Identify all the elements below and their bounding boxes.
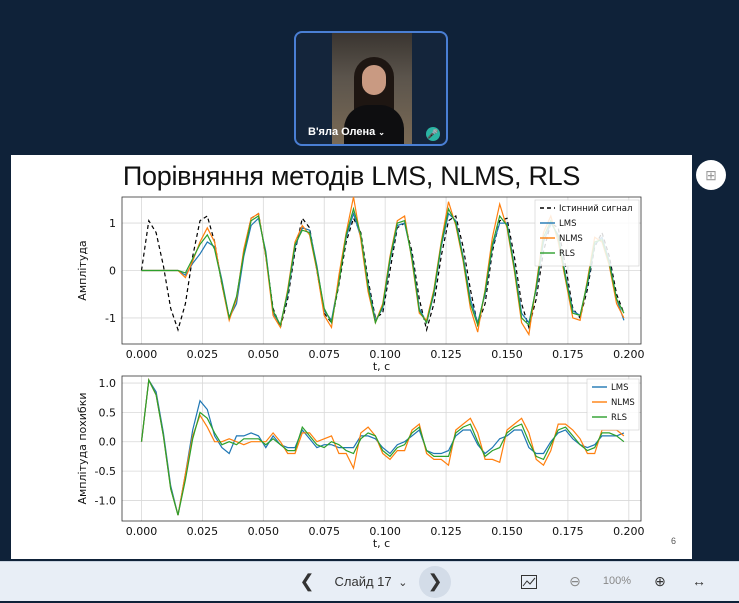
x-tick-label: 0.200 bbox=[613, 525, 645, 538]
legend-label: NLMS bbox=[611, 398, 635, 408]
y-tick-label: 1.0 bbox=[99, 377, 117, 390]
plot-frame bbox=[121, 196, 642, 345]
fit-width-button[interactable]: ↔ bbox=[692, 573, 706, 589]
plot-frame bbox=[121, 375, 642, 522]
legend-label: LMS bbox=[611, 383, 628, 393]
y-tick-label: 1 bbox=[109, 217, 116, 230]
series-line-RLS bbox=[140, 378, 625, 516]
y-tick-label: -1 bbox=[105, 312, 116, 325]
slide-indicator-dropdown[interactable]: Слайд 17 ⌄ bbox=[330, 562, 412, 601]
x-tick-label: 0.000 bbox=[126, 348, 158, 361]
legend-label: RLS bbox=[611, 413, 627, 423]
y-tick-label: 0 bbox=[109, 265, 116, 278]
participant-name-label[interactable]: В'яла Олена ⌄ bbox=[308, 126, 385, 138]
grid-plus-icon[interactable]: ⊞ bbox=[696, 160, 726, 190]
x-tick-label: 0.025 bbox=[187, 525, 219, 538]
mic-icon: 🎤 bbox=[426, 127, 440, 141]
x-tick-label: 0.075 bbox=[308, 525, 340, 538]
x-tick-label: 0.125 bbox=[430, 348, 462, 361]
legend-label: RLS bbox=[559, 249, 575, 259]
legend-box bbox=[534, 199, 640, 267]
signal-chart: 0.000 0.025 0.050 0.075 0.100 0.125 0.150 0.175… bbox=[76, 196, 645, 550]
y-tick-label: -1.0 bbox=[95, 494, 116, 507]
x-tick-label: 0.175 bbox=[552, 348, 584, 361]
participant-name: В'яла Олена bbox=[308, 126, 376, 138]
x-tick-label: 0.150 bbox=[491, 525, 523, 538]
y-tick-label: 0.5 bbox=[99, 406, 117, 419]
y-tick-label: 0.0 bbox=[99, 436, 117, 449]
next-slide-button[interactable]: ❯ bbox=[419, 566, 451, 598]
presentation-toolbar: ❮ Слайд 17 ⌄ ❯ ⊖ 100% ⊕ ↔ bbox=[0, 561, 739, 601]
slide-number: 6 bbox=[671, 536, 677, 546]
x-tick-label: 0.150 bbox=[491, 348, 523, 361]
y-axis-label: Амплітуда bbox=[76, 240, 89, 300]
zoom-out-button[interactable]: ⊖ bbox=[569, 573, 581, 589]
slide-indicator-label: Слайд 17 bbox=[334, 574, 392, 589]
series-line-LMS bbox=[140, 378, 625, 516]
x-tick-label: 0.000 bbox=[126, 525, 158, 538]
x-tick-label: 0.175 bbox=[552, 525, 584, 538]
previous-slide-button[interactable]: ❮ bbox=[299, 571, 315, 591]
x-tick-label: 0.050 bbox=[248, 348, 280, 361]
legend-label: NLMS bbox=[559, 234, 583, 244]
legend-label: Істинний сигнал bbox=[559, 204, 632, 214]
series-line-NLMS bbox=[140, 378, 625, 516]
webcam-feed bbox=[332, 33, 412, 144]
x-tick-label: 0.075 bbox=[308, 348, 340, 361]
chevron-down-icon: ⌄ bbox=[378, 128, 385, 137]
participant-video-tile[interactable]: В'яла Олена ⌄ 🎤 bbox=[294, 31, 448, 146]
x-axis-label: t, с bbox=[373, 360, 390, 373]
x-tick-label: 0.050 bbox=[248, 525, 280, 538]
x-tick-label: 0.200 bbox=[613, 348, 645, 361]
x-tick-label: 0.125 bbox=[430, 525, 462, 538]
zoom-in-button[interactable]: ⊕ bbox=[654, 573, 666, 589]
x-tick-label: 0.025 bbox=[187, 348, 219, 361]
x-tick-label: 0.100 bbox=[369, 348, 401, 361]
y-tick-label: -0.5 bbox=[95, 465, 116, 478]
y-axis-label: Амплітуда похибки bbox=[76, 392, 89, 504]
chart-icon[interactable] bbox=[518, 562, 540, 601]
legend-label: LMS bbox=[559, 219, 576, 229]
x-axis-label: t, с bbox=[373, 537, 390, 550]
slide-title: Порівняння методів LMS, NLMS, RLS bbox=[122, 161, 581, 191]
chevron-down-icon: ⌄ bbox=[398, 577, 408, 589]
zoom-level: 100% bbox=[602, 575, 632, 587]
presentation-slide: Порівняння методів LMS, NLMS, RLS 0.000 0… bbox=[11, 155, 692, 559]
x-tick-label: 0.100 bbox=[369, 525, 401, 538]
